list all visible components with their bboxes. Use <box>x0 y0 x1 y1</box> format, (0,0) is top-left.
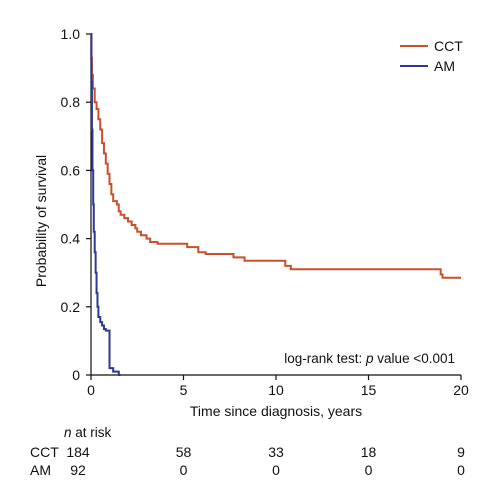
risk-count: 0 <box>457 462 465 478</box>
annotation-suffix: value <0.001 <box>374 351 455 366</box>
log-rank-annotation: log-rank test: p value <0.001 <box>284 351 455 366</box>
risk-row-label-am: AM <box>30 462 51 478</box>
risk-title-n: n <box>64 425 72 440</box>
x-tick-label: 10 <box>268 382 284 398</box>
x-tick-label: 5 <box>180 382 188 398</box>
x-tick-label: 0 <box>87 382 95 398</box>
series-line-cct <box>90 33 461 279</box>
axes <box>90 34 461 376</box>
risk-table-title: n at risk <box>64 425 112 440</box>
y-axis-label: Probability of survival <box>33 155 49 287</box>
risk-count: 58 <box>176 444 192 460</box>
risk-count: 0 <box>180 462 188 478</box>
x-axis-label: Time since diagnosis, years <box>190 403 362 419</box>
risk-count: 9 <box>457 444 465 460</box>
x-tick-label: 15 <box>361 382 377 398</box>
risk-count: 0 <box>365 462 373 478</box>
series-line-am <box>90 33 121 376</box>
risk-table: CCT 184 58 33 18 9 AM 92 0 0 0 0 <box>30 444 465 478</box>
legend-label-cct: CCT <box>434 38 463 54</box>
legend-label-am: AM <box>434 58 455 74</box>
y-tick-label: 0 <box>72 367 80 383</box>
risk-title-rest: at risk <box>72 425 112 440</box>
y-tick-label: 0.2 <box>61 299 81 315</box>
y-tick-label: 0.6 <box>61 162 81 178</box>
series-lines <box>90 33 461 376</box>
risk-count: 18 <box>361 444 377 460</box>
risk-count: 33 <box>268 444 284 460</box>
annotation-p-italic: p <box>365 351 374 366</box>
annotation-prefix: log-rank test: <box>284 351 366 366</box>
risk-count: 184 <box>66 444 90 460</box>
tick-marks <box>86 33 462 380</box>
risk-count: 0 <box>272 462 280 478</box>
y-tick-label: 0.8 <box>61 94 81 110</box>
legend: CCT AM <box>400 38 463 74</box>
x-tick-label: 20 <box>453 382 469 398</box>
risk-row-label-cct: CCT <box>30 444 59 460</box>
risk-count: 92 <box>70 462 86 478</box>
tick-labels: 0 0.2 0.4 0.6 0.8 1.0 0 5 10 15 20 <box>61 26 469 398</box>
y-tick-label: 1.0 <box>61 26 81 42</box>
y-tick-label: 0.4 <box>61 231 81 247</box>
